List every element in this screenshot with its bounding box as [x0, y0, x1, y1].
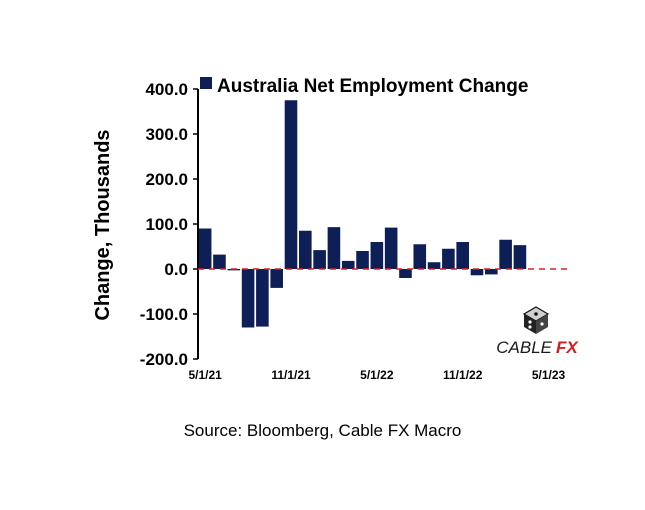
x-tick-label: 11/1/21	[271, 368, 311, 382]
bar	[256, 269, 269, 327]
logo-text: CABLE FX	[496, 338, 579, 357]
bar	[356, 251, 369, 269]
x-tick-label: 5/1/23	[532, 368, 566, 382]
y-tick-label: 400.0	[145, 80, 188, 99]
bar	[470, 269, 484, 276]
dice-icon	[522, 306, 550, 334]
bar	[241, 269, 255, 328]
x-tick-label: 5/1/22	[360, 368, 394, 382]
bar	[299, 230, 312, 269]
y-axis-label: Change, Thousands	[92, 129, 114, 320]
bar	[284, 100, 298, 269]
y-tick-label: -200.0	[140, 350, 188, 369]
y-tick-label: 200.0	[145, 170, 188, 189]
bar	[456, 242, 469, 269]
y-tick-label: 0.0	[164, 260, 188, 279]
bar	[384, 227, 398, 269]
bar	[313, 250, 326, 269]
y-tick-label: 300.0	[145, 125, 188, 144]
bar	[327, 227, 341, 269]
bar	[370, 242, 384, 269]
bar	[399, 269, 412, 278]
y-ticks: 400.0 300.0 200.0 100.0 0.0 -100.0 -200.0	[140, 80, 198, 369]
logo-text-fx: FX	[556, 338, 579, 357]
x-tick-label: 5/1/21	[188, 368, 222, 382]
bar	[513, 245, 527, 269]
y-tick-label: -100.0	[140, 305, 188, 324]
logo-text-cable: CABLE	[496, 338, 552, 357]
bar	[485, 269, 498, 275]
bar	[427, 262, 441, 269]
bars	[198, 100, 527, 328]
x-tick-label: 11/1/22	[443, 368, 483, 382]
x-ticks: 5/1/21 11/1/21 5/1/22 11/1/22 5/1/23	[188, 368, 565, 382]
source-note: Source: Bloomberg, Cable FX Macro	[183, 421, 462, 440]
bar	[270, 269, 283, 288]
cable-fx-logo: CABLE FX	[496, 306, 579, 357]
y-tick-label: 100.0	[145, 215, 188, 234]
bar	[341, 260, 355, 269]
bar	[499, 239, 512, 269]
bar	[442, 248, 455, 269]
bar	[198, 228, 212, 269]
bar	[413, 244, 427, 269]
legend-label: Australia Net Employment Change	[217, 76, 528, 97]
bar	[213, 254, 226, 269]
legend-swatch	[200, 77, 212, 89]
